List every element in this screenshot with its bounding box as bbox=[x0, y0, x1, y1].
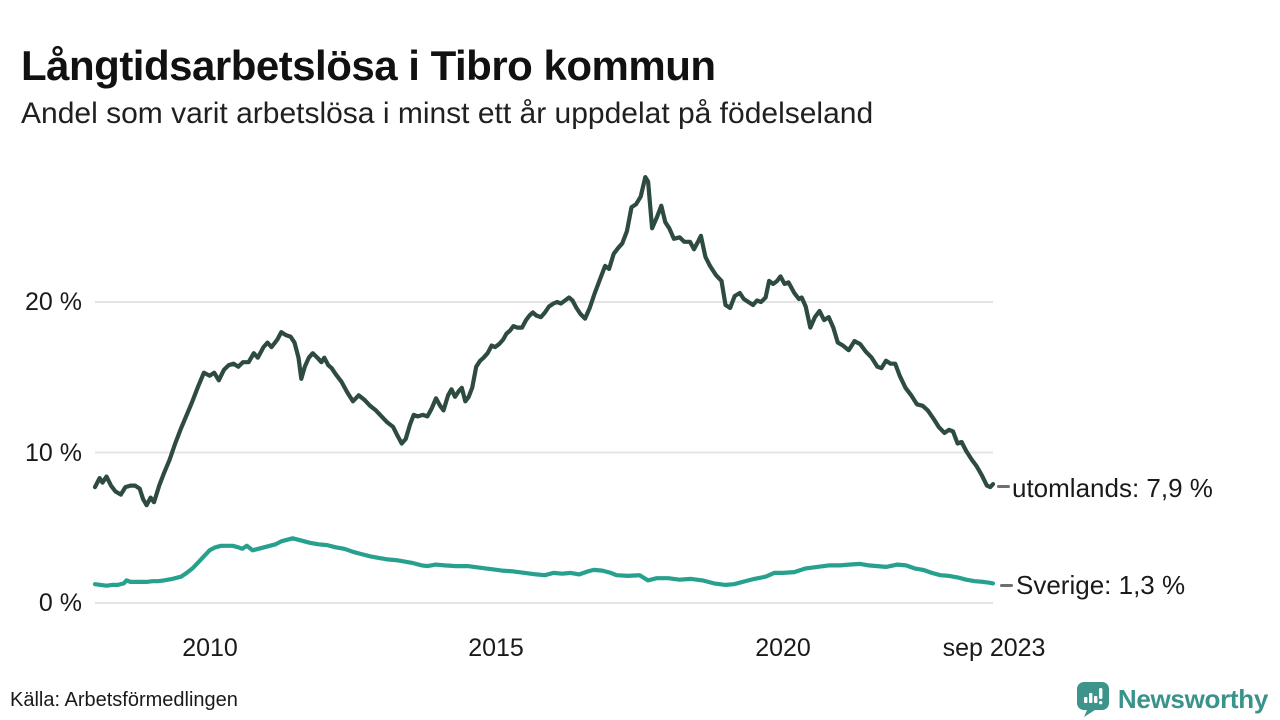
y-axis-tick-10: 10 % bbox=[25, 439, 82, 467]
series-line-sverige bbox=[92, 536, 996, 588]
newsworthy-speech-bubble-bar-chart-icon bbox=[1076, 681, 1110, 718]
newsworthy-wordmark: Newsworthy bbox=[1117, 684, 1268, 714]
label-connector-utomlands bbox=[997, 485, 1010, 488]
label-connector-sverige bbox=[1000, 584, 1013, 587]
y-axis-tick-0: 0 % bbox=[38, 589, 82, 617]
series-line-utomlands bbox=[92, 175, 996, 508]
chart-subtitle: Andel som varit arbetslösa i minst ett å… bbox=[21, 97, 874, 130]
x-axis-tick-sep-2023: sep 2023 bbox=[942, 634, 1046, 662]
newsworthy-logo[interactable]: Newsworthy bbox=[1076, 681, 1268, 718]
x-axis-tick-2015: 2015 bbox=[468, 634, 524, 662]
series-end-label-sverige: Sverige: 1,3 % bbox=[1016, 570, 1186, 600]
page-title: Långtidsarbetslösa i Tibro kommun bbox=[21, 42, 716, 90]
source-credit: Källa: Arbetsförmedlingen bbox=[10, 689, 238, 711]
x-axis-tick-2010: 2010 bbox=[182, 634, 238, 662]
y-axis-tick-20: 20 % bbox=[25, 288, 82, 316]
series-end-label-utomlands: utomlands: 7,9 % bbox=[1012, 473, 1213, 503]
x-axis-tick-2020: 2020 bbox=[755, 634, 811, 662]
